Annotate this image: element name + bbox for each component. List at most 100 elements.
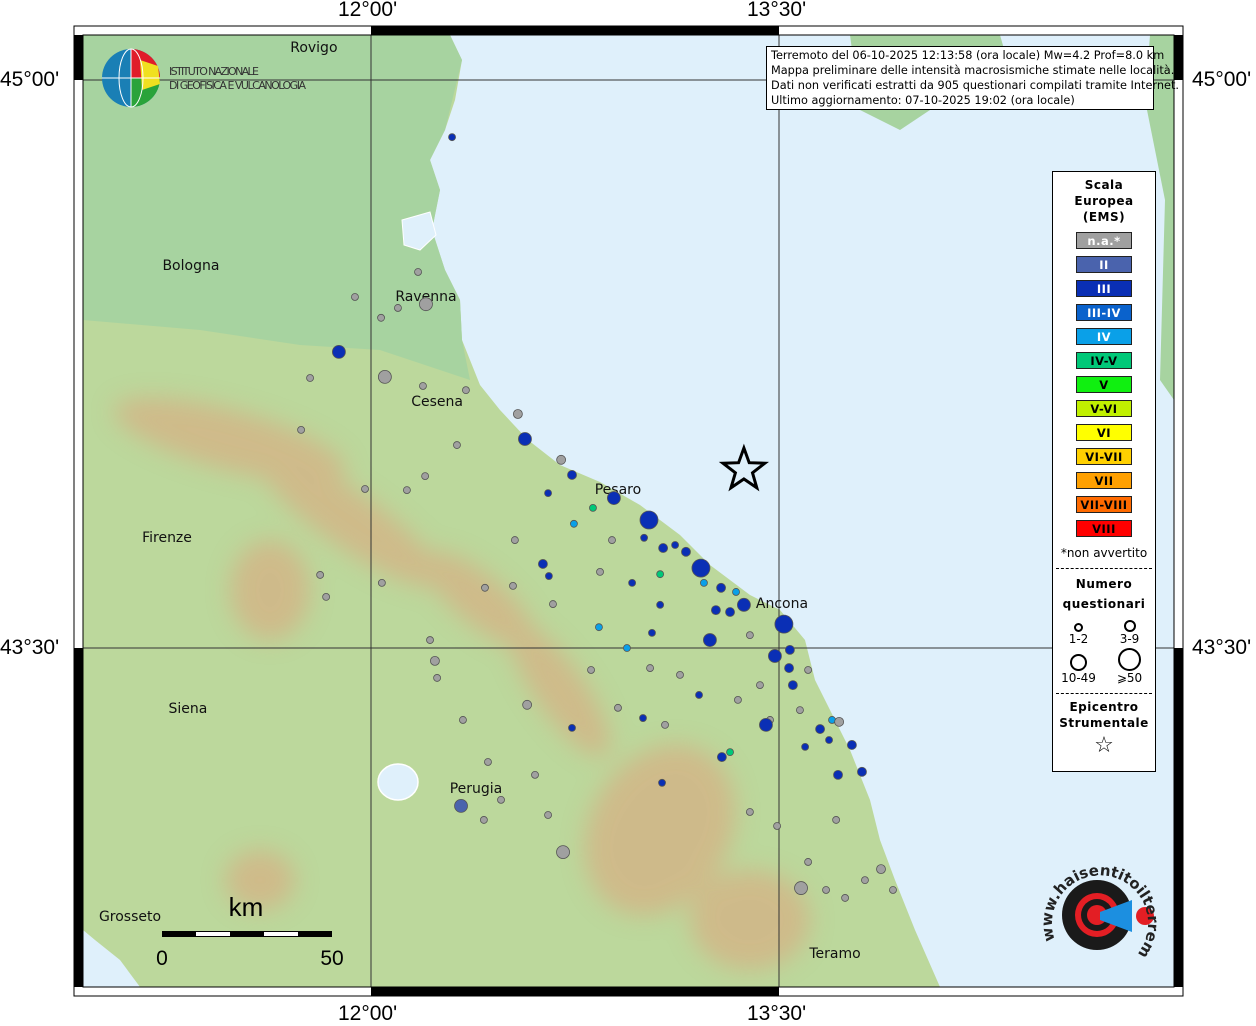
locality-marker <box>377 369 392 384</box>
lat-label-left-2: 43°30' <box>0 636 60 659</box>
locality-marker <box>726 748 734 757</box>
lake-trasimeno <box>377 763 419 801</box>
locality-marker <box>351 293 359 301</box>
city-label: Cesena <box>411 394 463 410</box>
svg-text:DI GEOFISICA E VULCANOLOGIA: DI GEOFISICA E VULCANOLOGIA <box>169 79 306 92</box>
locality-marker <box>804 666 813 674</box>
locality-marker <box>497 795 505 804</box>
locality-marker <box>403 486 411 494</box>
locality-marker <box>544 811 552 819</box>
locality-marker <box>658 543 669 553</box>
locality-marker <box>479 816 488 824</box>
locality-marker <box>732 588 740 596</box>
lat-label-left-1: 45°00' <box>0 68 60 91</box>
locality-marker <box>628 578 637 587</box>
locality-marker <box>691 558 711 578</box>
epicenter-title: Epicentro Strumentale <box>1059 700 1149 730</box>
locality-marker <box>306 374 314 382</box>
locality-marker <box>703 633 717 647</box>
city-label: Firenze <box>142 530 192 546</box>
scale-unit: km <box>229 892 264 922</box>
intensity-scale: n.a.* II III III-IV IV IV-V V V-VI VI VI-VII VII VI… <box>1053 232 1155 537</box>
locality-marker <box>421 472 430 480</box>
locality-marker <box>639 510 659 530</box>
locality-marker <box>768 649 782 663</box>
locality-marker <box>774 614 794 634</box>
scale-min: 0 <box>156 947 168 970</box>
legend-class-5: IV-V <box>1076 352 1132 369</box>
locality-marker <box>834 716 845 727</box>
locality-marker <box>297 425 305 434</box>
city-label: Siena <box>169 701 208 717</box>
locality-marker <box>433 674 441 682</box>
city-label: Teramo <box>808 946 860 962</box>
city-label: Rovigo <box>290 40 337 56</box>
locality-marker <box>606 491 621 505</box>
locality-marker <box>512 409 523 419</box>
city-label: Ancona <box>756 596 808 612</box>
locality-marker <box>656 570 665 579</box>
city-label: Pesaro <box>595 482 641 498</box>
epicenter-star-icon <box>718 443 769 492</box>
locality-marker <box>745 631 754 640</box>
locality-marker <box>426 636 434 644</box>
locality-marker <box>587 666 595 674</box>
locality-marker <box>556 454 567 465</box>
locality-marker <box>671 541 679 549</box>
locality-marker <box>614 703 622 712</box>
locality-marker <box>646 664 654 672</box>
locality-marker <box>846 740 857 750</box>
locality-marker <box>531 770 539 779</box>
locality-marker <box>794 881 808 895</box>
locality-marker <box>568 724 576 732</box>
locality-marker <box>419 297 433 312</box>
legend-class-7: V-VI <box>1076 400 1132 417</box>
locality-marker <box>453 441 461 449</box>
po-plain <box>83 35 470 380</box>
locality-marker <box>756 681 764 690</box>
ingv-logo: ISTITUTO NAZIONALE DI GEOFISICA E VULCAN… <box>102 48 306 108</box>
legend-class-10: VII <box>1076 472 1132 489</box>
map-description: Mappa preliminare delle intensità macros… <box>771 64 1175 77</box>
locality-marker <box>734 695 742 704</box>
locality-marker <box>832 816 841 824</box>
locality-marker <box>623 644 631 652</box>
data-source: Dati non verificati estratti da 905 ques… <box>771 79 1180 92</box>
locality-marker <box>596 567 604 576</box>
locality-marker <box>876 864 886 875</box>
locality-marker <box>784 644 795 655</box>
locality-marker <box>801 742 810 751</box>
locality-marker <box>454 799 468 813</box>
locality-marker <box>361 485 369 493</box>
legend-class-6: V <box>1076 376 1132 393</box>
locality-marker <box>377 313 385 322</box>
land-croatia <box>1145 35 1174 400</box>
apennines-relief <box>113 397 810 970</box>
legend-class-3: III-IV <box>1076 304 1132 321</box>
city-label: Bologna <box>162 258 219 274</box>
locality-marker <box>710 605 721 616</box>
lagoon-comacchio <box>401 211 437 251</box>
legend-class-2: III <box>1076 280 1132 297</box>
locality-marker <box>377 578 386 587</box>
locality-marker <box>430 655 440 666</box>
locality-marker <box>419 382 427 390</box>
locality-marker <box>796 706 804 715</box>
locality-markers <box>297 133 897 902</box>
locality-marker <box>833 769 843 780</box>
legend-class-11: VII-VIII <box>1076 496 1132 513</box>
scale-bar: km 0 50 <box>156 892 344 970</box>
locality-marker <box>787 680 798 691</box>
size-legend: 1-2 3-9 10-49 ⩾50 <box>1053 620 1155 685</box>
legend-class-4: IV <box>1076 328 1132 345</box>
locality-marker <box>414 268 422 276</box>
legend: Scala Europea (EMS) n.a.* II III III-IV IV IV-V… <box>1052 171 1156 772</box>
lon-label-bottom-1: 12°00' <box>338 1002 398 1025</box>
locality-marker <box>784 663 794 673</box>
locality-marker <box>676 670 684 679</box>
svg-text:ISTITUTO NAZIONALE: ISTITUTO NAZIONALE <box>169 65 259 78</box>
locality-marker <box>316 571 325 579</box>
event-line: Terremoto del 06-10-2025 12:13:58 (ora l… <box>771 49 1165 62</box>
count-title: Numero questionari <box>1062 577 1146 611</box>
locality-marker <box>544 489 552 498</box>
